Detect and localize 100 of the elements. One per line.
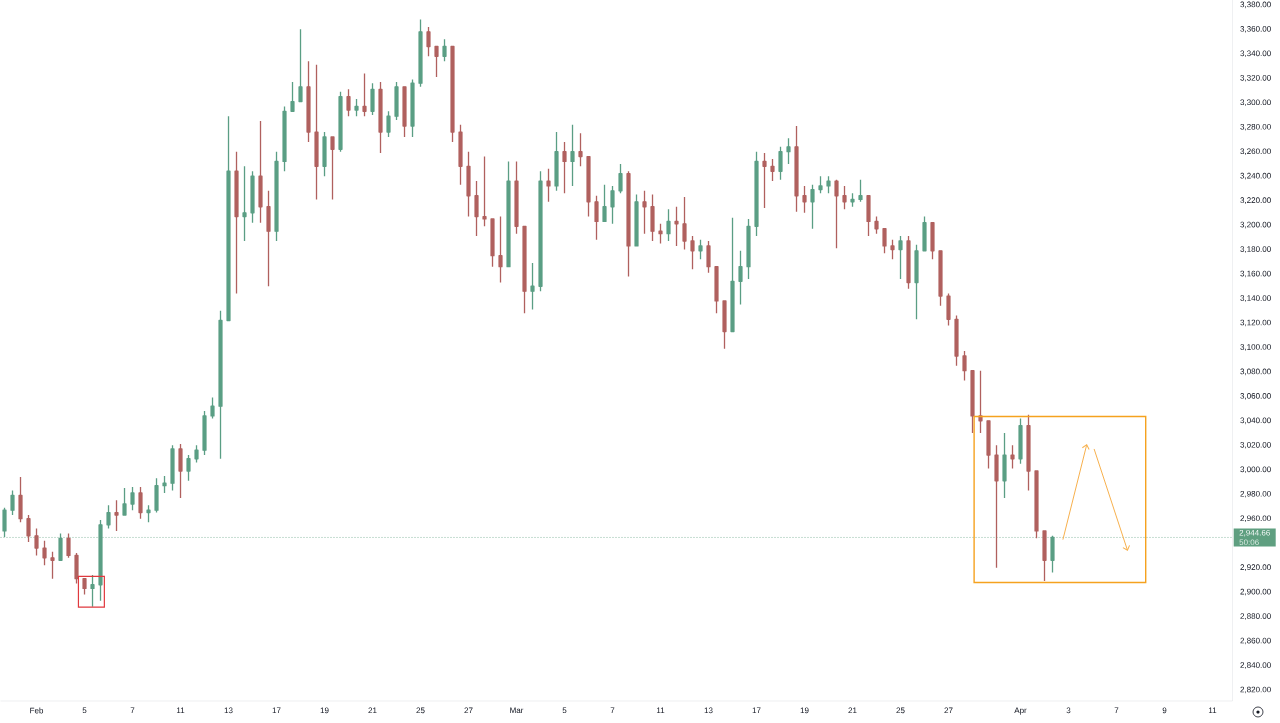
candlestick (674, 206, 679, 247)
candlestick (322, 131, 327, 177)
y-tick-label: 3,360.00 (1240, 26, 1271, 33)
candlestick (842, 185, 847, 210)
candlestick (162, 475, 167, 494)
candlestick (762, 152, 767, 209)
candlestick (898, 235, 903, 280)
candlestick (18, 476, 23, 524)
candlestick (746, 218, 751, 280)
candlestick (698, 239, 703, 260)
candlestick (986, 420, 991, 470)
candlestick (618, 163, 623, 194)
candlestick (154, 477, 159, 514)
candlestick (106, 504, 111, 530)
candlestick (722, 300, 727, 350)
candlestick (594, 195, 599, 241)
candlestick (474, 180, 479, 237)
x-tick-label: 19 (800, 707, 809, 714)
candlestick (610, 185, 615, 225)
x-tick-label: 25 (416, 707, 425, 714)
candlestick (258, 120, 263, 224)
ref-line-label: 2,944.66 (1239, 529, 1270, 537)
candlestick (802, 185, 807, 214)
candlestick (306, 60, 311, 143)
x-tick-label: 7 (1114, 707, 1119, 714)
candlestick (394, 81, 399, 121)
x-tick-label: 27 (464, 707, 473, 714)
candlestick (682, 196, 687, 251)
x-tick-label: 5 (562, 707, 567, 714)
candlestick (386, 110, 391, 138)
candlestick (338, 91, 343, 153)
candlestick (570, 124, 575, 187)
candlestick (290, 81, 295, 112)
candlestick (418, 18, 423, 88)
candlestick (274, 151, 279, 242)
x-tick-label: 19 (320, 707, 329, 714)
candlestick (218, 310, 223, 460)
candlestick (858, 179, 863, 203)
candlestick (850, 192, 855, 208)
candlestick (210, 396, 215, 420)
candlestick (1042, 530, 1047, 582)
candlestick (314, 64, 319, 201)
candlestick (650, 193, 655, 242)
candlestick (914, 244, 919, 320)
candlestick (778, 146, 783, 181)
y-tick-label: 3,120.00 (1240, 319, 1271, 327)
x-tick-label: 13 (704, 707, 713, 714)
candlestick (586, 155, 591, 218)
candlestick (658, 223, 663, 245)
y-tick-label: 2,860.00 (1240, 637, 1271, 645)
x-tick-label: Feb (30, 707, 44, 714)
x-tick-label: 25 (896, 707, 905, 714)
candlestick (242, 165, 247, 242)
candlestick (114, 499, 119, 532)
candlestick (786, 137, 791, 165)
candlestick (354, 98, 359, 117)
candlestick (186, 454, 191, 482)
candlestick (738, 250, 743, 306)
y-tick-label: 2,900.00 (1240, 588, 1271, 596)
x-tick-label: 11 (176, 707, 185, 714)
x-tick-label: 7 (610, 707, 615, 714)
y-tick-label: 3,200.00 (1240, 221, 1271, 229)
y-tick-label: 2,880.00 (1240, 613, 1271, 620)
x-tick-label: 21 (368, 707, 377, 714)
candlestick (866, 195, 871, 237)
candlestick (138, 486, 143, 520)
candlestick (66, 532, 71, 559)
candlestick (890, 239, 895, 260)
candlestick (346, 88, 351, 117)
candlestick (34, 527, 39, 557)
candlestick (538, 170, 543, 292)
candlestick (962, 350, 967, 382)
y-tick-label: 3,000.00 (1240, 466, 1271, 474)
candlestick (922, 215, 927, 252)
candlestick (58, 532, 63, 561)
candlestick (146, 504, 151, 524)
candlestick (266, 190, 271, 287)
candlestick (194, 444, 199, 464)
candlestick (954, 314, 959, 367)
candlestick (1018, 417, 1023, 465)
candlestick (130, 486, 135, 511)
y-tick-label: 3,080.00 (1240, 368, 1271, 376)
candlestick (1010, 444, 1015, 470)
candlestick (666, 208, 671, 242)
candlestick (882, 228, 887, 254)
y-tick-label: 3,280.00 (1240, 123, 1271, 131)
candlestick (1002, 432, 1007, 499)
candlestick (466, 151, 471, 218)
candlestick (578, 132, 583, 168)
candlestick (770, 158, 775, 182)
candlestick (378, 81, 383, 154)
candlestick (810, 184, 815, 230)
x-tick-label: 17 (272, 707, 281, 714)
candlestick (410, 78, 415, 138)
candlestick (754, 151, 759, 237)
candlestick (642, 190, 647, 235)
y-tick-label: 3,320.00 (1240, 74, 1271, 82)
y-tick-label: 3,220.00 (1240, 197, 1271, 204)
y-tick-label: 3,380.00 (1240, 1, 1271, 9)
candlestick (562, 141, 567, 194)
